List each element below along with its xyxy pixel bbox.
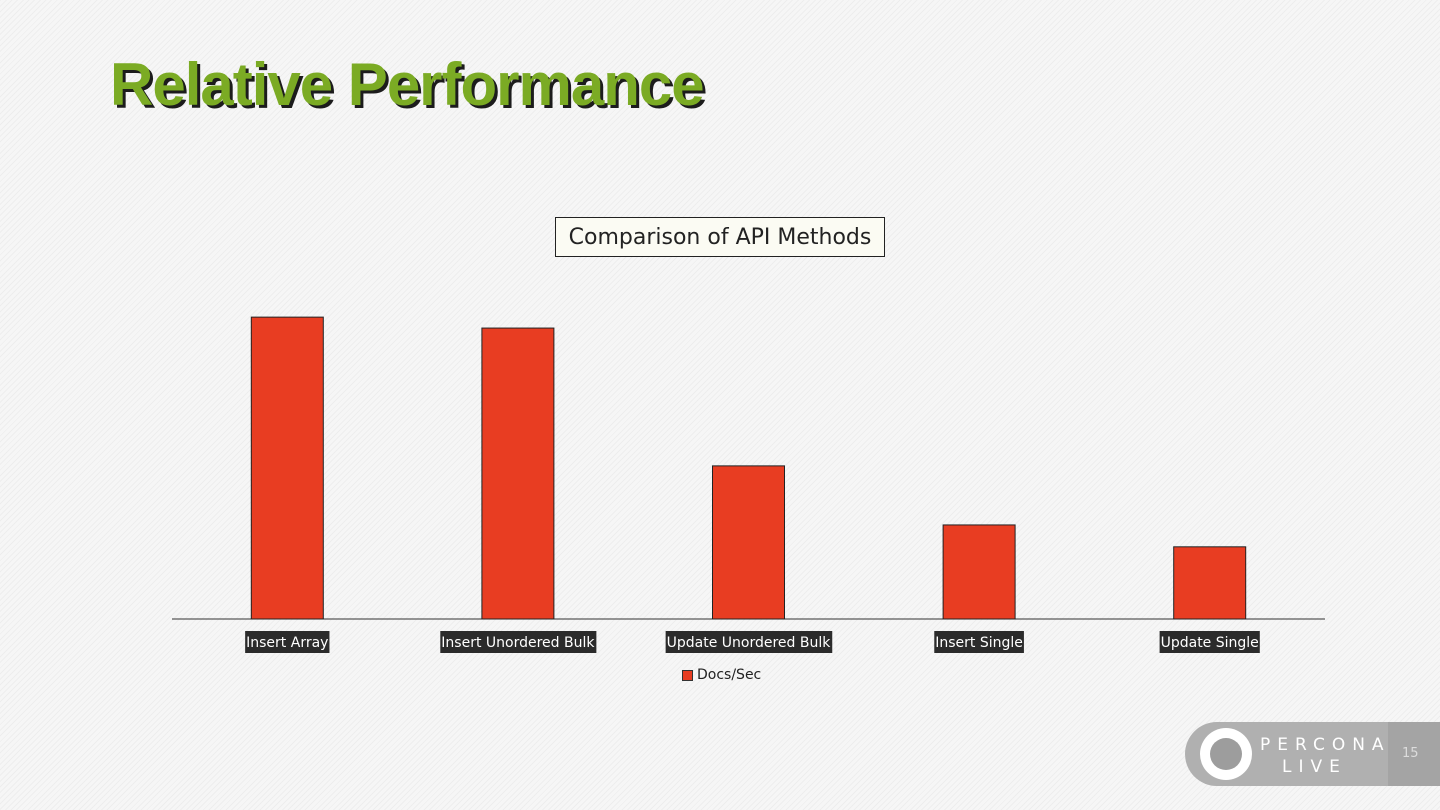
- x-tick-label: Update Unordered Bulk: [665, 631, 833, 653]
- power-icon: [1200, 728, 1252, 780]
- x-tick-label-bg: [440, 631, 597, 653]
- x-tick-label-text: Insert Array: [246, 635, 328, 651]
- bar: [481, 327, 555, 620]
- logo-text: PERCONA LIVE: [1260, 734, 1391, 778]
- x-tick-label: Update Single: [1159, 631, 1260, 653]
- x-tick-label-text: Insert Unordered Bulk: [441, 635, 595, 651]
- x-tick-label: Insert Unordered Bulk: [440, 631, 597, 653]
- legend-swatch: [682, 669, 693, 681]
- bar: [712, 465, 785, 620]
- x-tick-label: Insert Single: [934, 631, 1024, 653]
- chart-legend: Docs/Sec: [682, 667, 761, 683]
- x-tick-label-bg: [934, 631, 1024, 653]
- x-tick-label-text: Insert Single: [935, 635, 1023, 651]
- bar: [250, 316, 324, 620]
- logo-line-1: PERCONA: [1260, 735, 1391, 755]
- bar: [1173, 546, 1247, 620]
- page-number: 15: [1402, 746, 1419, 761]
- chart-title: Comparison of API Methods: [555, 217, 885, 257]
- x-tick-label-bg: [1159, 631, 1260, 653]
- logo-page-block: [1388, 722, 1440, 786]
- slide-title: Relative Performance: [110, 51, 705, 118]
- x-tick-label-bg: [245, 631, 330, 653]
- legend-label: Docs/Sec: [697, 667, 762, 683]
- x-tick-label-bg: [665, 631, 833, 653]
- bar: [942, 524, 1016, 620]
- logo-line-2: LIVE: [1282, 757, 1347, 777]
- x-tick-label: Insert Array: [245, 631, 330, 653]
- x-tick-label-text: Update Single: [1161, 635, 1259, 651]
- x-tick-label-text: Update Unordered Bulk: [667, 635, 832, 651]
